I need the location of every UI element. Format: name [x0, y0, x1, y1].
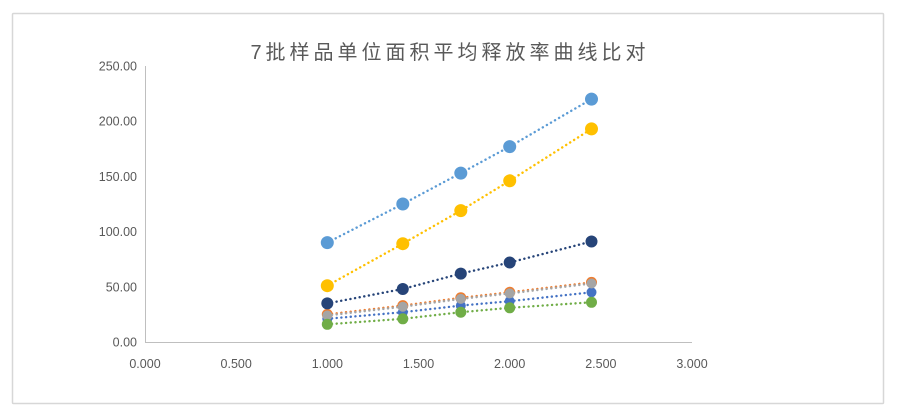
data-point-marker [322, 310, 333, 321]
data-point-marker [503, 174, 517, 188]
series-series6 [321, 296, 597, 330]
y-tick-label: 50.00 [106, 280, 137, 294]
chart-frame [11, 12, 885, 405]
x-tick-label: 2.000 [494, 357, 525, 371]
y-tick-label: 100.00 [99, 225, 137, 239]
x-tick-label: 0.000 [129, 357, 160, 371]
x-tick-label: 0.500 [221, 357, 252, 371]
data-point-marker [585, 92, 598, 106]
data-point-marker [585, 235, 598, 248]
data-point-marker [454, 204, 468, 218]
y-tick-label: 200.00 [99, 115, 137, 129]
data-point-marker [503, 256, 516, 269]
axes [145, 66, 692, 343]
y-axis-ticks: 250.00 200.00 150.00 100.00 50.00 0.00 [99, 60, 137, 350]
data-point-marker [321, 318, 333, 330]
series-line [326, 127, 593, 287]
y-tick-label: 0.00 [113, 336, 137, 350]
chart-title: 7批样品单位面积平均释放率曲线比对 [250, 41, 649, 64]
data-point-marker [454, 166, 468, 180]
data-point-marker [504, 302, 516, 314]
data-point-marker [585, 122, 598, 136]
plot-series [320, 92, 598, 330]
data-point-marker [504, 288, 515, 299]
series-series7 [321, 235, 598, 310]
series-line [326, 282, 593, 317]
series-line [326, 291, 593, 320]
data-point-marker [320, 279, 334, 293]
data-point-marker [396, 197, 410, 211]
x-tick-label: 3.000 [676, 357, 707, 371]
series-series3 [322, 278, 597, 321]
data-point-marker [397, 313, 409, 325]
y-tick-label: 250.00 [99, 60, 137, 74]
data-point-marker [397, 301, 408, 312]
data-point-marker [586, 287, 597, 298]
data-point-marker [455, 306, 467, 318]
data-point-marker [320, 236, 334, 250]
data-point-marker [396, 237, 410, 251]
data-point-marker [503, 140, 517, 154]
x-tick-label: 1.500 [403, 357, 434, 371]
data-point-marker [454, 267, 467, 280]
data-point-marker [455, 293, 466, 304]
data-point-marker [396, 283, 409, 295]
data-point-marker [586, 278, 597, 289]
series-series4 [320, 122, 598, 293]
data-point-marker [321, 297, 334, 310]
x-tick-label: 2.500 [585, 357, 616, 371]
y-tick-label: 150.00 [99, 170, 137, 184]
series-series5 [320, 92, 598, 250]
data-point-marker [586, 296, 597, 308]
x-tick-label: 1.000 [312, 357, 343, 371]
x-axis-ticks: 0.000 0.500 1.000 1.500 2.000 2.500 3.00… [129, 357, 707, 371]
series-line [326, 301, 593, 326]
